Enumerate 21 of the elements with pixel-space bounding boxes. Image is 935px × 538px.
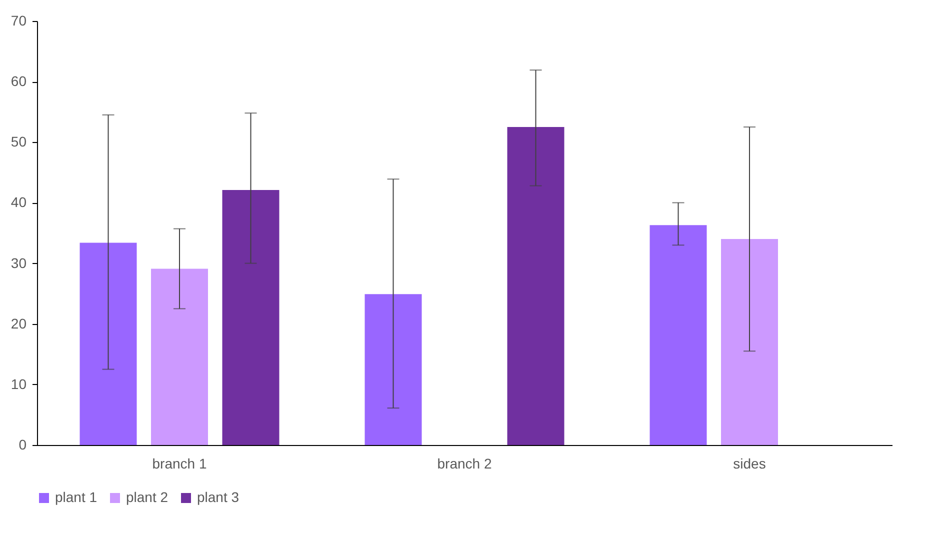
bar [364, 294, 422, 445]
y-tick-label: 0 [18, 436, 27, 452]
bar [222, 190, 280, 445]
bar [151, 268, 208, 445]
y-tick-label: 20 [10, 315, 27, 332]
bar [721, 239, 778, 445]
x-tick-label: branch 1 [152, 456, 207, 472]
y-tick-label: 40 [10, 194, 27, 210]
legend-label: plant 2 [126, 489, 168, 505]
bar [80, 242, 137, 445]
x-tick-label: branch 2 [437, 456, 492, 472]
legend-label: plant 3 [197, 489, 240, 505]
y-tick-label: 30 [10, 254, 27, 271]
legend-label: plant 1 [55, 489, 98, 505]
x-tick-label: sides [733, 456, 766, 472]
y-tick-label: 60 [10, 73, 27, 90]
bar [650, 225, 707, 445]
bar [507, 127, 564, 445]
y-tick-label: 70 [10, 12, 27, 28]
y-tick-label: 10 [10, 376, 27, 392]
y-tick-label: 50 [10, 134, 27, 150]
